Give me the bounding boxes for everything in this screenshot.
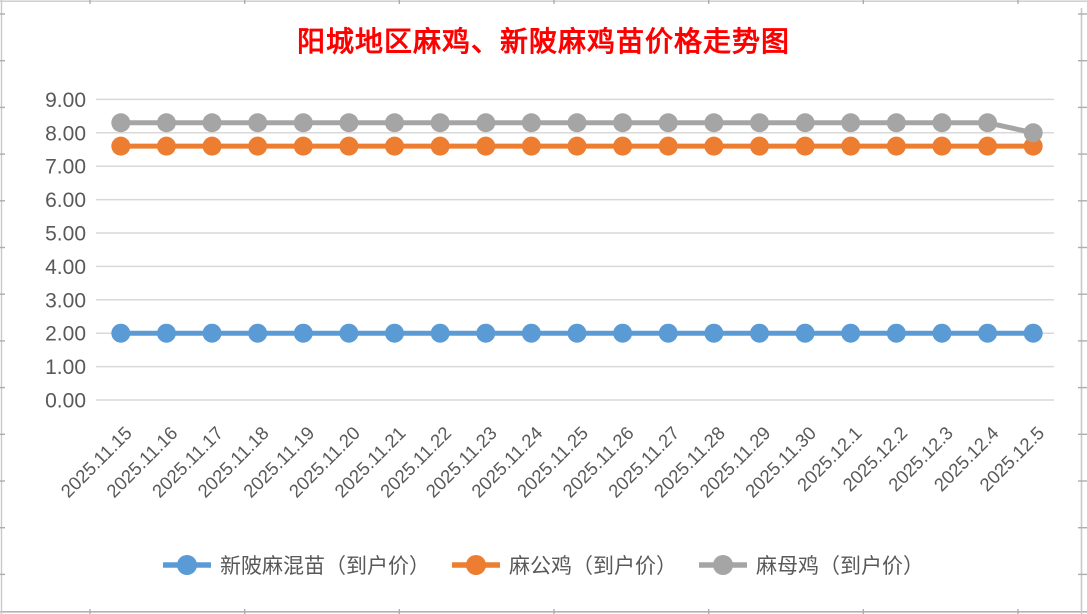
series-0-data-point[interactable] [978, 323, 998, 343]
series-1-data-point[interactable] [248, 136, 268, 156]
series-1-data-point[interactable] [886, 136, 906, 156]
series-0-data-point[interactable] [111, 323, 131, 343]
series-0-data-point[interactable] [795, 323, 815, 343]
series-0-data-point[interactable] [202, 323, 222, 343]
series-0-data-point[interactable] [704, 323, 724, 343]
series-1-data-point[interactable] [430, 136, 450, 156]
chart-legend: 新陂麻混苗（到户价） 麻公鸡（到户价） 麻母鸡（到户价） [0, 550, 1087, 580]
series-0-data-point[interactable] [339, 323, 359, 343]
legend-marker-line-dot-icon [699, 555, 747, 575]
series-2-data-point[interactable] [339, 113, 359, 133]
legend-marker-line-dot-icon [452, 555, 500, 575]
series-2-data-point[interactable] [293, 113, 313, 133]
series-1-data-point[interactable] [567, 136, 587, 156]
series-1-data-point[interactable] [1023, 136, 1043, 156]
series-0-data-point[interactable] [156, 323, 176, 343]
legend-item-male-chicken[interactable]: 麻公鸡（到户价） [452, 550, 677, 580]
series-0-data-point[interactable] [841, 323, 861, 343]
y-axis-tick-label: 6.00 [45, 189, 86, 212]
series-0-data-point[interactable] [613, 323, 633, 343]
y-axis-tick-label: 0.00 [45, 390, 86, 413]
series-1-data-point[interactable] [704, 136, 724, 156]
y-axis-tick-label: 1.00 [45, 356, 86, 379]
series-0-data-point[interactable] [293, 323, 313, 343]
y-axis-tick-label: 2.00 [45, 323, 86, 346]
series-2-data-point[interactable] [795, 113, 815, 133]
series-2-data-point[interactable] [202, 113, 222, 133]
series-2-data-point[interactable] [704, 113, 724, 133]
legend-item-xinpo-mixed-chicks[interactable]: 新陂麻混苗（到户价） [163, 550, 430, 580]
series-2-data-point[interactable] [932, 113, 952, 133]
y-axis-tick-label: 9.00 [45, 89, 86, 112]
series-1-data-point[interactable] [795, 136, 815, 156]
series-2-data-point[interactable] [111, 113, 131, 133]
chart-title: 阳城地区麻鸡、新陂麻鸡苗价格走势图 [296, 27, 790, 58]
series-0-data-point[interactable] [932, 323, 952, 343]
legend-label: 麻母鸡（到户价） [756, 554, 924, 578]
y-axis-tick-label: 7.00 [45, 156, 86, 179]
legend-label: 新陂麻混苗（到户价） [220, 554, 430, 578]
series-0-data-point[interactable] [886, 323, 906, 343]
series-1-data-point[interactable] [613, 136, 633, 156]
series-2-data-point[interactable] [521, 113, 541, 133]
series-1-data-point[interactable] [932, 136, 952, 156]
series-0-data-point[interactable] [567, 323, 587, 343]
series-2-data-point[interactable] [567, 113, 587, 133]
series-1-data-point[interactable] [339, 136, 359, 156]
series-1-data-point[interactable] [385, 136, 405, 156]
series-1-data-point[interactable] [521, 136, 541, 156]
series-1-data-point[interactable] [749, 136, 769, 156]
series-1-data-point[interactable] [658, 136, 678, 156]
series-1-data-point[interactable] [476, 136, 496, 156]
series-2-data-point[interactable] [978, 113, 998, 133]
series-0-data-point[interactable] [430, 323, 450, 343]
series-0-data-point[interactable] [248, 323, 268, 343]
y-axis-tick-label: 5.00 [45, 223, 86, 246]
legend-label: 麻公鸡（到户价） [509, 554, 677, 578]
series-2-data-point[interactable] [886, 113, 906, 133]
legend-item-female-chicken[interactable]: 麻母鸡（到户价） [699, 550, 924, 580]
series-2-data-point[interactable] [156, 113, 176, 133]
series-2-data-point[interactable] [430, 113, 450, 133]
series-2-data-point[interactable] [658, 113, 678, 133]
series-2-data-point[interactable] [248, 113, 268, 133]
series-2-data-point[interactable] [385, 113, 405, 133]
series-0-data-point[interactable] [749, 323, 769, 343]
series-1-data-point[interactable] [111, 136, 131, 156]
series-2-data-point[interactable] [476, 113, 496, 133]
series-0-data-point[interactable] [521, 323, 541, 343]
series-1-data-point[interactable] [841, 136, 861, 156]
series-2-data-point[interactable] [613, 113, 633, 133]
series-1-data-point[interactable] [293, 136, 313, 156]
series-0-data-point[interactable] [1023, 323, 1043, 343]
series-1-data-point[interactable] [202, 136, 222, 156]
y-axis-tick-label: 3.00 [45, 289, 86, 312]
series-2-data-point[interactable] [749, 113, 769, 133]
y-axis-tick-label: 4.00 [45, 256, 86, 279]
series-1-data-point[interactable] [978, 136, 998, 156]
y-axis-tick-label: 8.00 [45, 122, 86, 145]
series-2-data-point[interactable] [1023, 123, 1043, 143]
series-1-data-point[interactable] [156, 136, 176, 156]
series-2-data-point[interactable] [841, 113, 861, 133]
series-0-data-point[interactable] [476, 323, 496, 343]
legend-marker-line-dot-icon [163, 555, 211, 575]
series-0-data-point[interactable] [385, 323, 405, 343]
series-0-data-point[interactable] [658, 323, 678, 343]
